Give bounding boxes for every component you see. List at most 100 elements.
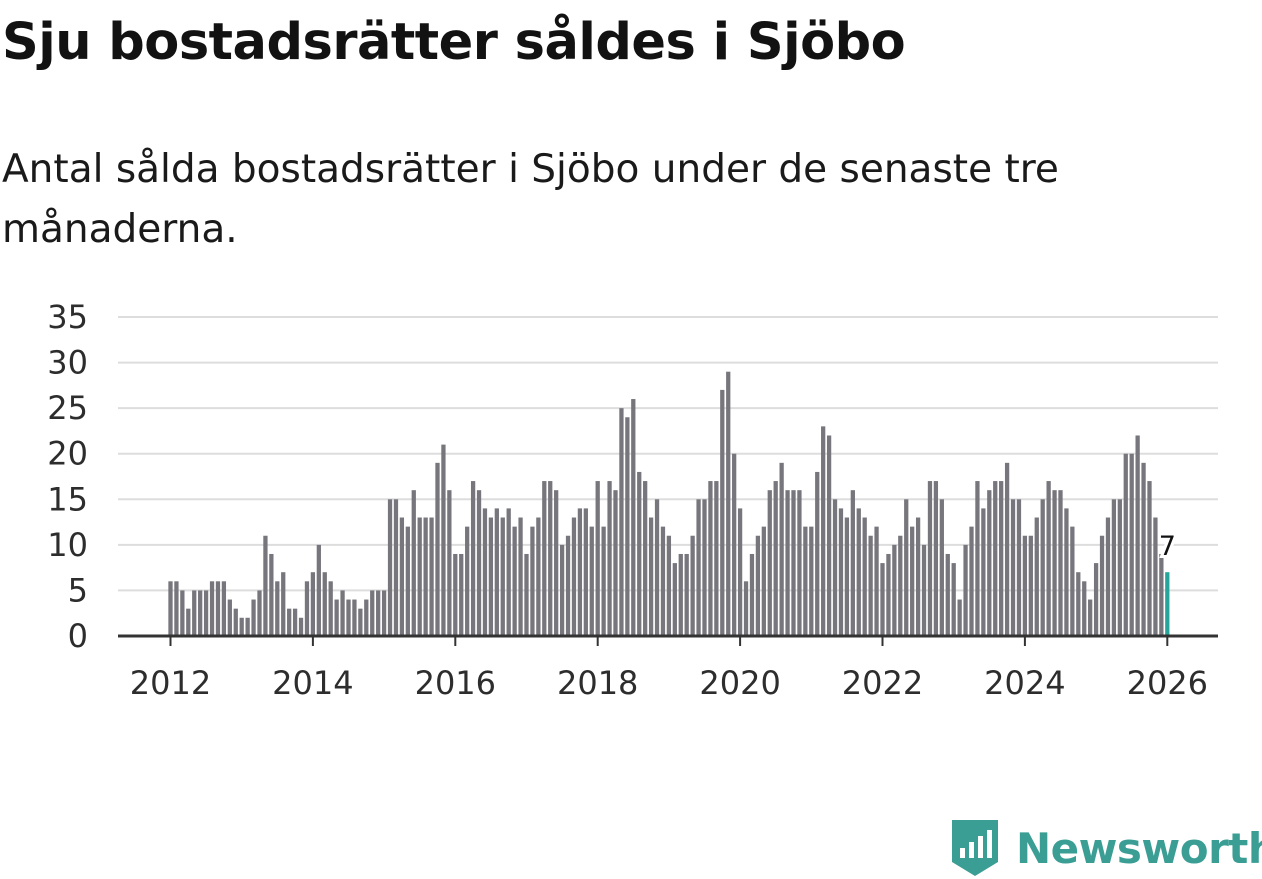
bar: [340, 590, 345, 636]
bar: [648, 517, 654, 636]
bar: [1093, 563, 1099, 636]
bar: [1141, 462, 1146, 636]
bars: [168, 371, 1170, 636]
bar: [963, 544, 968, 636]
chart-title: Sju bostadsrätter såldes i Sjöbo: [2, 13, 906, 72]
bar: [275, 581, 280, 636]
bar: [263, 535, 268, 636]
y-tick-label: 20: [47, 435, 88, 473]
bar: [1034, 517, 1039, 636]
bar: [239, 617, 244, 636]
bar: [773, 481, 778, 636]
bar: [1016, 499, 1022, 636]
bar: [666, 535, 672, 636]
bar: [370, 590, 375, 636]
y-axis-ticks: 0 5 10 15 20 25 30 35: [47, 298, 88, 655]
bar: [601, 526, 606, 636]
bar: [304, 581, 310, 636]
bar: [939, 499, 944, 636]
bar: [1040, 499, 1045, 636]
x-tick-label: 2022: [842, 664, 923, 702]
bar: [470, 481, 476, 636]
bar: [856, 508, 861, 636]
bar: [1004, 462, 1010, 636]
bar: [411, 490, 416, 636]
bar: [381, 590, 387, 636]
bar: [915, 517, 921, 636]
bar: [334, 599, 339, 636]
highlight-data-label: 7: [1159, 531, 1176, 562]
bar: [429, 517, 434, 636]
data-labels: 7: [1156, 528, 1179, 565]
bar: [453, 553, 458, 636]
bar: [678, 553, 683, 636]
bar: [779, 462, 784, 636]
bar: [1046, 481, 1051, 636]
bar: [951, 563, 956, 636]
bar: [476, 490, 482, 636]
bar: [767, 490, 772, 636]
bar: [352, 599, 357, 636]
bar: [696, 499, 701, 636]
bar: [482, 508, 488, 636]
bar: [933, 481, 939, 636]
bar: [1010, 499, 1016, 636]
brand-name: Newsworthy: [1016, 823, 1262, 873]
bar: [1076, 572, 1081, 636]
bar: [328, 581, 333, 636]
bar: [542, 481, 547, 636]
bar: [198, 590, 203, 636]
bar: [910, 526, 915, 636]
bar: [530, 526, 535, 636]
y-tick-label: 5: [68, 571, 88, 609]
bar: [1105, 517, 1111, 636]
bar: [180, 590, 185, 636]
bar: [832, 499, 838, 636]
bar: [904, 499, 909, 636]
bar: [637, 471, 642, 636]
bar: [809, 526, 814, 636]
bar: [257, 590, 262, 636]
bar: [975, 481, 980, 636]
bar: [292, 608, 298, 636]
bar: [1088, 599, 1093, 636]
x-tick-label: 2020: [699, 664, 780, 702]
bar: [589, 526, 594, 636]
bar: [583, 508, 588, 636]
bar: [702, 499, 707, 636]
bar: [672, 563, 677, 636]
bar: [203, 590, 209, 636]
bar: [898, 535, 903, 636]
bar: [1058, 490, 1063, 636]
bar: [1022, 535, 1028, 636]
bar: [868, 535, 873, 636]
bar: [613, 490, 618, 636]
bar: [726, 371, 731, 636]
bar: [844, 517, 850, 636]
bar: [619, 408, 624, 636]
bar: [886, 553, 891, 636]
bar: [536, 517, 541, 636]
bar: [1135, 435, 1140, 636]
bar: [554, 490, 559, 636]
gridlines: [118, 316, 1218, 592]
bar: [192, 590, 197, 636]
bar: [417, 517, 422, 636]
bar: [690, 535, 695, 636]
bar: [376, 590, 381, 636]
bar: [1153, 517, 1158, 636]
bar: [548, 481, 553, 636]
bar: [957, 599, 962, 636]
bar: [245, 617, 250, 636]
x-tick-label: 2014: [272, 664, 353, 702]
bar: [921, 544, 927, 636]
bar: [1147, 481, 1152, 636]
bar-highlight: [1165, 572, 1170, 636]
bar: [821, 426, 826, 636]
bar: [281, 572, 286, 636]
y-tick-label: 25: [47, 389, 88, 427]
bar: [465, 526, 470, 636]
bar: [660, 526, 666, 636]
bar: [310, 572, 316, 636]
